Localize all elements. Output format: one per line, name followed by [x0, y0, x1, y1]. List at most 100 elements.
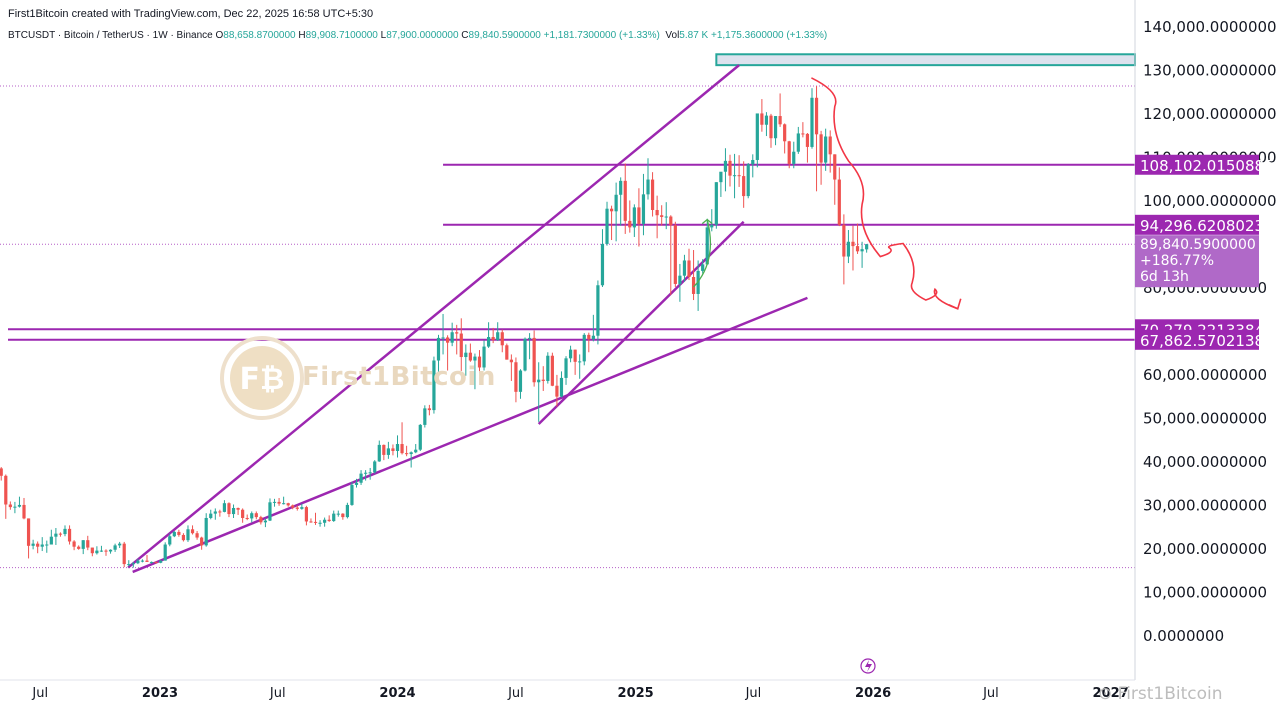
price-label: 108,102.0150885 [1135, 154, 1274, 175]
candle [49, 529, 53, 545]
candle [541, 366, 545, 391]
event-flash-icon-bolt [865, 660, 872, 672]
dotted-lines-layer [0, 85, 1135, 569]
candle-body [414, 449, 418, 453]
candle-body [691, 276, 696, 294]
candle [254, 511, 258, 520]
candle-body [391, 448, 395, 451]
candle-body [282, 503, 286, 505]
candle-body [108, 549, 113, 552]
candle-body [792, 151, 796, 164]
candle-body [723, 160, 728, 172]
candle [145, 554, 149, 562]
candle [464, 344, 468, 376]
candle [468, 343, 472, 362]
ohlc-high: H89,908.7100000 [298, 30, 378, 41]
candle-body [532, 337, 536, 383]
candle-body [641, 194, 646, 224]
candle-body [364, 472, 368, 474]
candle-body [541, 379, 545, 381]
candle-body [855, 246, 860, 252]
candle [17, 496, 22, 508]
candle [382, 444, 386, 461]
candle-body [295, 507, 299, 509]
candle [231, 504, 236, 518]
candle-body [250, 513, 254, 519]
candle-body [851, 241, 855, 247]
candle-body [518, 370, 523, 392]
swing-arrow-head [701, 218, 713, 225]
candle-body [546, 355, 550, 381]
candle [682, 254, 687, 282]
candle [650, 172, 655, 217]
candle-body [591, 335, 595, 340]
candle [104, 549, 108, 556]
candle-body [450, 332, 454, 343]
candle-body [459, 333, 463, 358]
candle [127, 560, 131, 567]
candle-body [842, 224, 846, 257]
candle [414, 444, 418, 454]
candle [36, 541, 40, 554]
candle [395, 435, 400, 458]
symbol-label[interactable]: BTCUSDT · Bitcoin / TetherUS · 1W · Bina… [8, 30, 213, 41]
candle [427, 404, 431, 416]
candle-body [719, 171, 723, 183]
candle [54, 527, 58, 545]
candle-body [614, 194, 618, 212]
candle-body [72, 541, 76, 547]
candle [500, 329, 504, 353]
candle [760, 99, 764, 132]
candle-body [550, 355, 554, 386]
y-tick-label: 20,000.0000000 [1143, 540, 1267, 558]
y-tick-label: 40,000.0000000 [1143, 453, 1267, 471]
candle-body [373, 461, 377, 473]
candle [159, 560, 163, 564]
candle-body [655, 210, 659, 216]
candle [491, 327, 495, 344]
candle [86, 535, 90, 551]
candle-body [222, 503, 227, 512]
candle-body [432, 360, 436, 411]
candle [810, 88, 814, 149]
candle-body [272, 501, 277, 503]
candle [377, 440, 381, 462]
candle [742, 161, 746, 208]
candle [282, 496, 286, 505]
candle-body [865, 244, 869, 250]
resistance-zone-layer [715, 53, 1137, 67]
candle-body [231, 507, 236, 515]
candle [796, 126, 800, 154]
candle [436, 334, 441, 379]
candle-body [814, 97, 819, 135]
candle-body [145, 560, 149, 562]
candle-body [555, 385, 559, 397]
candle [855, 223, 860, 254]
candle-body [468, 352, 472, 361]
candle [190, 525, 195, 535]
candle-body [637, 207, 641, 224]
candle [532, 330, 536, 387]
candle [860, 241, 864, 268]
candle [391, 444, 395, 456]
candle [550, 352, 554, 387]
candle-body [113, 545, 117, 550]
candle-body [559, 377, 564, 397]
x-tick-label: Jul [507, 686, 524, 701]
candle [31, 539, 35, 550]
candle [250, 511, 254, 523]
candle-body [350, 484, 354, 505]
candle [341, 513, 345, 520]
symbol-ohlc-line: BTCUSDT · Bitcoin / TetherUS · 1W · Bina… [8, 30, 827, 41]
candle-body [632, 207, 636, 228]
candle-body [705, 227, 709, 265]
candle [336, 510, 340, 517]
candle [846, 230, 851, 264]
candle-body [609, 208, 614, 212]
candle [4, 474, 8, 519]
candle-body [181, 534, 186, 541]
candle-body [505, 345, 509, 360]
candle-body [491, 337, 495, 341]
candle [792, 141, 796, 169]
